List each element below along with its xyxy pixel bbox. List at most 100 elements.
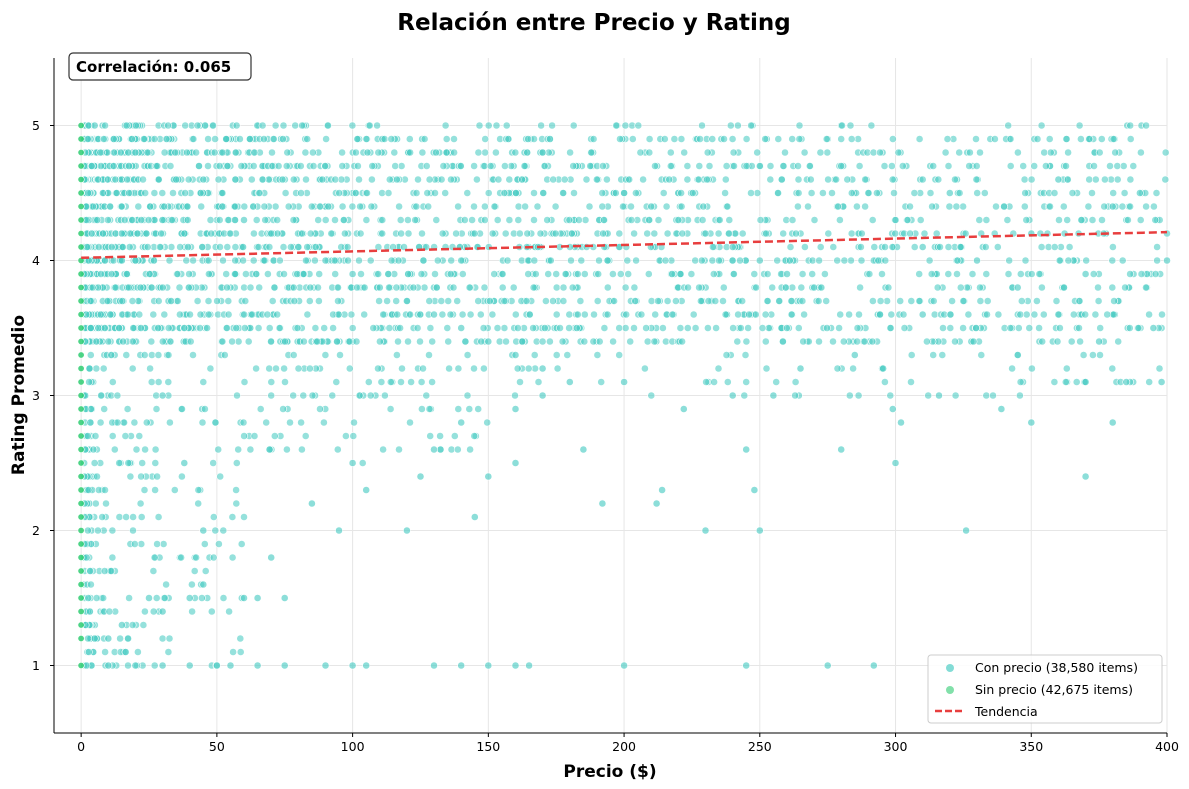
scatter-point-cloud (695, 162, 704, 170)
scatter-point-cloud (920, 229, 929, 238)
scatter-point-cloud (140, 351, 149, 359)
scatter-point-con-precio (1108, 202, 1117, 211)
scatter-point-con-precio (196, 189, 205, 197)
scatter-point-cloud (350, 418, 358, 427)
scatter-point-cloud (151, 486, 159, 494)
scatter-point-cloud (130, 418, 139, 427)
scatter-point-cloud (616, 135, 624, 143)
scatter-point-sin-precio (77, 567, 85, 575)
scatter-point-cloud (195, 162, 203, 170)
scatter-point-cloud (873, 189, 881, 197)
scatter-point-cloud (712, 324, 720, 332)
scatter-point-con-precio (430, 445, 438, 454)
scatter-point-con-precio (1095, 337, 1103, 346)
scatter-point-cloud (676, 324, 685, 332)
scatter-point-cloud (394, 256, 403, 265)
scatter-point-cloud (207, 229, 216, 238)
scatter-point-cloud (598, 189, 607, 197)
scatter-point-sin-precio (77, 391, 85, 399)
scatter-point-cloud (691, 324, 700, 332)
scatter-point-cloud (800, 148, 809, 157)
scatter-point-cloud (1056, 324, 1064, 332)
scatter-point-cloud (139, 135, 148, 143)
scatter-point-cloud (823, 148, 832, 157)
scatter-point-cloud (362, 216, 371, 224)
scatter-point-cloud (377, 378, 386, 386)
scatter-point-cloud (1089, 351, 1097, 359)
scatter-point-cloud (397, 229, 405, 238)
scatter-point-con-precio (104, 634, 113, 643)
scatter-point-cloud (603, 283, 612, 292)
scatter-point-cloud (781, 283, 790, 292)
scatter-point-sin-precio (77, 378, 85, 386)
scatter-point-cloud (836, 216, 844, 224)
scatter-point-cloud (582, 175, 591, 184)
scatter-point-cloud (203, 324, 211, 332)
scatter-point-cloud (386, 405, 395, 413)
scatter-point-cloud (1014, 324, 1023, 332)
scatter-point-cloud (93, 472, 101, 481)
scatter-point-cloud (85, 364, 94, 373)
scatter-point-cloud (180, 229, 189, 238)
scatter-point-cloud (891, 229, 900, 238)
scatter-point-cloud (1069, 310, 1078, 319)
scatter-point-cloud (531, 270, 540, 278)
scatter-point-cloud (211, 135, 219, 143)
scatter-point-cloud (730, 270, 738, 278)
scatter-point-cloud (432, 148, 440, 157)
scatter-point-cloud (779, 229, 788, 238)
scatter-point-cloud (697, 297, 705, 305)
scatter-point-cloud (237, 162, 246, 170)
scatter-point-cloud (265, 364, 274, 373)
scatter-point-cloud (220, 351, 229, 359)
scatter-point-cloud (321, 351, 330, 359)
scatter-point-cloud (375, 337, 384, 346)
scatter-point-cloud (956, 283, 965, 292)
scatter-point-con-precio (99, 189, 107, 197)
scatter-point-con-precio (511, 661, 520, 670)
scatter-point-cloud (391, 162, 400, 170)
scatter-point-cloud (181, 189, 190, 197)
scatter-point-cloud (249, 162, 258, 170)
scatter-point-cloud (861, 175, 870, 184)
scatter-point-con-precio (109, 135, 118, 143)
scatter-point-cloud (721, 310, 730, 319)
scatter-point-cloud (1109, 189, 1118, 197)
scatter-point-con-precio (457, 661, 466, 670)
scatter-point-cloud (424, 202, 433, 211)
scatter-point-con-precio (658, 486, 666, 494)
scatter-point-cloud (868, 216, 877, 224)
scatter-point-con-precio (837, 445, 846, 454)
scatter-point-cloud (331, 175, 340, 184)
scatter-point-cloud (565, 310, 574, 319)
scatter-point-cloud (307, 202, 316, 211)
scatter-point-cloud (280, 364, 288, 373)
scatter-point-cloud (1068, 189, 1077, 197)
scatter-point-cloud (86, 418, 95, 427)
scatter-point-cloud (475, 121, 484, 130)
legend-marker-sin-precio (946, 686, 954, 694)
scatter-point-cloud (534, 378, 543, 386)
scatter-point-cloud (853, 202, 861, 211)
scatter-point-cloud (668, 270, 676, 278)
scatter-point-cloud (1016, 310, 1025, 319)
scatter-point-cloud (99, 594, 108, 602)
scatter-point-cloud (787, 310, 796, 319)
scatter-point-cloud (173, 270, 182, 278)
scatter-point-cloud (232, 459, 241, 467)
scatter-point-cloud (92, 594, 101, 602)
scatter-point-cloud (548, 121, 556, 130)
scatter-point-cloud (406, 310, 414, 319)
scatter-point-cloud (710, 378, 718, 386)
scatter-point-cloud (734, 121, 742, 130)
scatter-point-cloud (761, 337, 770, 346)
scatter-point-cloud (929, 162, 938, 170)
scatter-point-cloud (143, 148, 152, 157)
scatter-point-cloud (694, 175, 703, 184)
scatter-point-cloud (791, 378, 800, 386)
scatter-point-cloud (668, 310, 677, 319)
scatter-point-cloud (293, 270, 302, 278)
scatter-point-cloud (224, 216, 233, 224)
scatter-point-cloud (1037, 243, 1046, 251)
scatter-point-con-precio (145, 594, 153, 602)
